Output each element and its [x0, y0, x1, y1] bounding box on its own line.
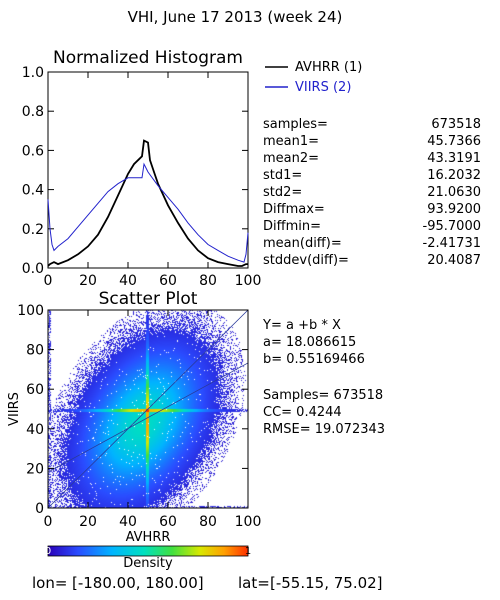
histogram-title: Normalized Histogram	[53, 48, 243, 68]
histogram-x-tick-label: 0	[44, 273, 53, 289]
scatter-y-tick-label: 20	[26, 461, 44, 477]
histogram-series-viirs	[47, 162, 249, 263]
stat-label-mean2: mean2=	[263, 151, 319, 166]
histogram-x-tick-label: 40	[119, 273, 137, 289]
colorbar-max-label: 1	[245, 546, 251, 557]
histogram-lines	[47, 139, 249, 267]
regression-equation: Y= a +b * X	[262, 318, 341, 333]
histogram-y-tick-label: 0.4	[22, 183, 44, 199]
scatter-title: Scatter Plot	[99, 289, 198, 309]
footer-lat-range: [-55.15, 75.02]	[270, 574, 383, 592]
scatter-frame	[47, 309, 249, 509]
stat-label-mean1: mean1=	[263, 134, 319, 149]
histogram-y-axis: 0.0 0.2 0.4 0.6 0.8 1.0	[22, 65, 248, 277]
colorbar: 0 1 Density	[45, 545, 251, 571]
regression-line	[47, 362, 249, 473]
regression-block: Y= a +b * X a= 18.086615 b= 0.55169466 S…	[262, 318, 385, 437]
stat-label-diffmin: Diffmin=	[263, 219, 321, 234]
footer-lat-label: lat=	[238, 574, 270, 592]
stat-value-diffmax: 93.9200	[427, 202, 481, 217]
scatter-x-tick-label: 20	[79, 514, 97, 530]
scatter-x-tick-label: 80	[199, 514, 217, 530]
legend-avhrr-label: AVHRR (1)	[295, 60, 362, 75]
regression-a: a= 18.086615	[263, 335, 356, 350]
histogram-y-tick-label: 1.0	[22, 65, 44, 81]
regression-cc: CC= 0.4244	[263, 405, 342, 420]
scatter-x-tick-label: 0	[44, 514, 53, 530]
histogram-y-tick-label: 0.6	[22, 143, 44, 159]
scatter-y-tick-label: 60	[26, 382, 44, 398]
stat-label-std2: std2=	[263, 185, 302, 200]
scatter-x-tick-label: 40	[119, 514, 137, 530]
regression-rmse: RMSE= 19.072343	[263, 422, 385, 437]
histogram-series-avhrr	[47, 139, 248, 267]
stat-value-samples: 673518	[431, 117, 481, 132]
stat-value-mean2: 43.3191	[427, 151, 481, 166]
histogram-frame	[47, 71, 249, 269]
histogram-y-tick-label: 0.8	[22, 104, 44, 120]
scatter-y-axis: 0 20 40 60 80 100	[17, 303, 248, 517]
footer-lon-label: lon=	[32, 574, 67, 592]
regression-b: b= 0.55169466	[263, 352, 365, 367]
stat-label-diffmax: Diffmax=	[263, 202, 325, 217]
scatter-y-tick-label: 100	[17, 303, 44, 319]
footer: lon= [-180.00, 180.00] lat= [-55.15, 75.…	[32, 574, 383, 592]
stat-value-stddev-diff: 20.4087	[427, 253, 481, 268]
scatter-panel: Scatter Plot 0 20 40 60 80 100 0 20 40 60 80 100 A…	[7, 289, 261, 545]
scatter-y-label: VIIRS	[7, 392, 22, 426]
legend-viirs-label: VIIRS (2)	[295, 80, 351, 95]
regression-samples: Samples= 673518	[263, 388, 383, 403]
scatter-y-tick-label: 80	[26, 343, 44, 359]
one-to-one-line	[47, 309, 249, 509]
histogram-y-tick-label: 0.0	[22, 261, 44, 277]
colorbar-gradient	[47, 545, 249, 557]
scatter-x-tick-label: 100	[235, 514, 262, 530]
histogram-panel: Normalized Histogram 0.00.20.40.60.81.0 …	[22, 48, 262, 289]
stat-label-stddev-diff: stddev(diff)=	[263, 253, 349, 268]
stat-value-std2: 21.0630	[427, 185, 481, 200]
scatter-y-tick-label: 40	[26, 422, 44, 438]
scatter-x-axis: 0 20 40 60 80 100	[44, 310, 262, 530]
scatter-x-tick-label: 60	[159, 514, 177, 530]
histogram-x-tick-label: 80	[199, 273, 217, 289]
colorbar-label: Density	[123, 556, 173, 571]
stat-value-mean-diff: -2.41731	[423, 236, 481, 251]
scatter-y-tick-label: 0	[35, 501, 44, 517]
stat-value-mean1: 45.7366	[427, 134, 481, 149]
colorbar-min-label: 0	[45, 546, 51, 557]
stat-label-std1: std1=	[263, 168, 302, 183]
histogram-y-tick-label: 0.2	[22, 222, 44, 238]
statistics-block: samples= 673518 mean1= 45.7366 mean2= 43…	[263, 117, 481, 268]
scatter-x-label: AVHRR	[126, 530, 171, 545]
stat-label-mean-diff: mean(diff)=	[263, 236, 342, 251]
histogram-x-tick-label: 100	[235, 273, 262, 289]
stat-value-diffmin: -95.7000	[423, 219, 481, 234]
footer-lon-range: [-180.00, 180.00]	[72, 574, 204, 592]
histogram-x-tick-label: 60	[159, 273, 177, 289]
histogram-legend: AVHRR (1) VIIRS (2)	[265, 60, 362, 95]
scatter-overlay	[47, 309, 249, 509]
histogram-x-tick-label: 20	[79, 273, 97, 289]
stat-value-std1: 16.2032	[427, 168, 481, 183]
stat-label-samples: samples=	[263, 117, 328, 132]
figure-title: VHI, June 17 2013 (week 24)	[128, 8, 343, 26]
